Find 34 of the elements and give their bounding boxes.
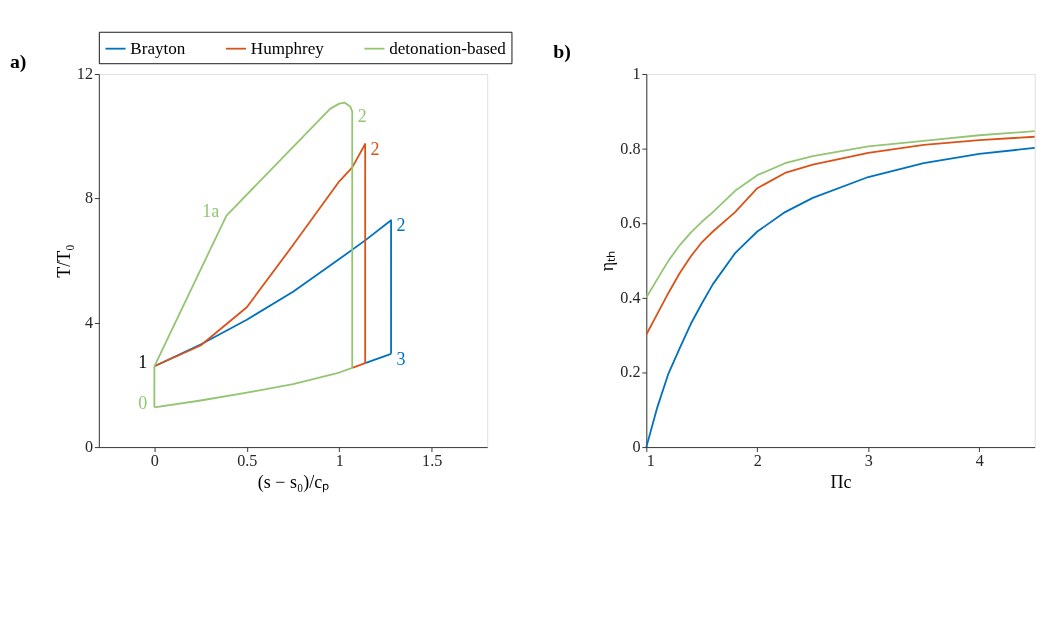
legend-label: detonation-based [389,39,507,59]
annotation: 1a [202,201,220,222]
y-tick-label: 0.2 [620,363,641,381]
annotation: 2 [396,214,406,235]
x-tick-label: 1 [335,452,344,470]
x-tick-label: 0.5 [237,452,258,470]
annotation: 3 [396,348,406,369]
y-tick-label: 0 [84,438,94,456]
y-tick-label: 8 [84,189,94,207]
x-tick-label: 0 [150,452,159,470]
x-axis-title: (s − s₀)/cₚ [257,472,330,494]
annotation: 2 [370,138,380,159]
legend-label: Humphrey [250,39,325,59]
x-tick-label: 4 [975,452,984,470]
y-tick-label: 0.6 [620,214,641,232]
annotation: 0 [138,393,148,414]
x-tick-label: 2 [753,452,762,470]
y-tick-label: 0 [632,438,641,456]
x-tick-label: 1.5 [422,452,443,470]
chart-title: b) [553,39,571,63]
annotation: 2 [357,106,367,127]
chart-title: a) [9,50,27,74]
y-axis-title: T/T₀ [53,244,74,278]
y-tick-label: 0.4 [620,288,641,306]
annotation: 1 [138,352,148,373]
y-tick-label: 12 [76,65,94,83]
x-tick-label: 3 [864,452,873,470]
legend-label: Brayton [130,39,186,59]
y-axis-title: ηₜₕ [597,250,618,272]
y-tick-label: 1 [632,65,641,83]
x-tick-label: 1 [646,452,655,470]
y-tick-label: 4 [84,313,94,331]
x-axis-title: Πc [830,472,852,493]
y-tick-label: 0.8 [620,139,641,157]
